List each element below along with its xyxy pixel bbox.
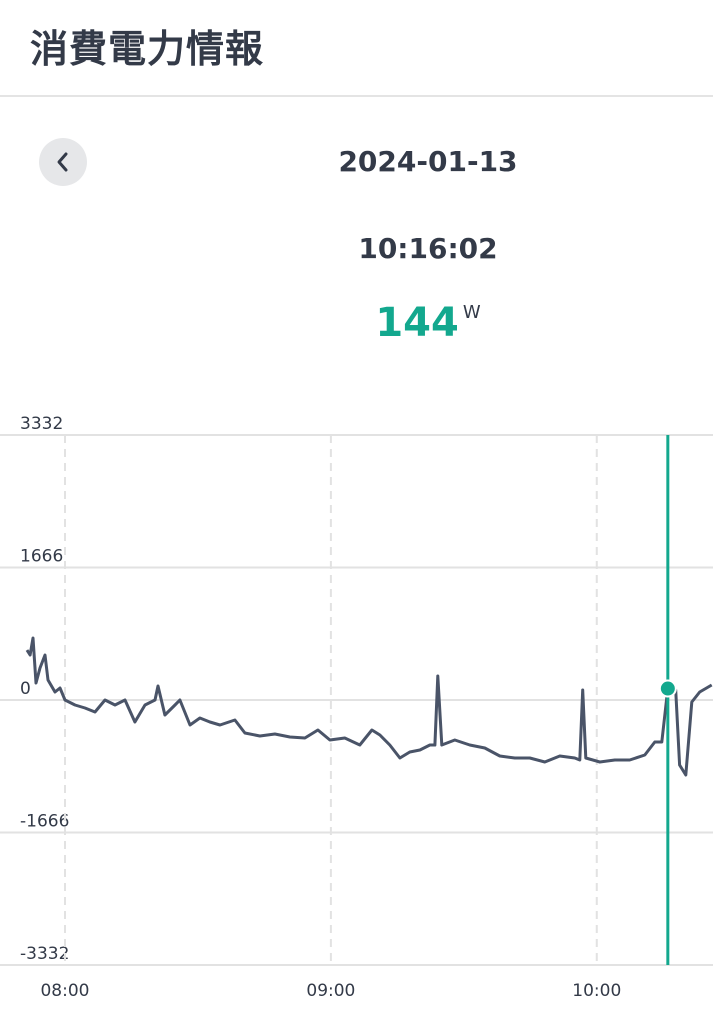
x-tick-label: 08:00 (40, 981, 89, 1001)
power-chart: 3332 1666 0 -1666 -3332 08:00 09:00 10:00 (0, 414, 713, 1001)
back-button[interactable] (39, 138, 87, 186)
selection-point (658, 679, 677, 698)
y-tick-label: 3332 (20, 414, 63, 434)
date-label: 2024-01-13 (338, 145, 518, 178)
y-tick-label: 1666 (20, 547, 63, 567)
back-icon (57, 152, 68, 172)
y-tick-label: 0 (20, 679, 31, 699)
divider (0, 95, 713, 97)
y-tick-label: -1666 (20, 812, 69, 832)
x-tick-label: 10:00 (572, 981, 621, 1001)
time-label: 10:16:02 (358, 232, 498, 265)
y-tick-label: -3332 (20, 944, 69, 964)
power-value: 144 (375, 300, 459, 346)
x-tick-label: 09:00 (306, 981, 355, 1001)
power-line (25, 636, 713, 777)
power-unit: W (462, 302, 481, 323)
power-reading: 144 W (143, 300, 713, 346)
page-title: 消費電力情報 (30, 27, 265, 71)
